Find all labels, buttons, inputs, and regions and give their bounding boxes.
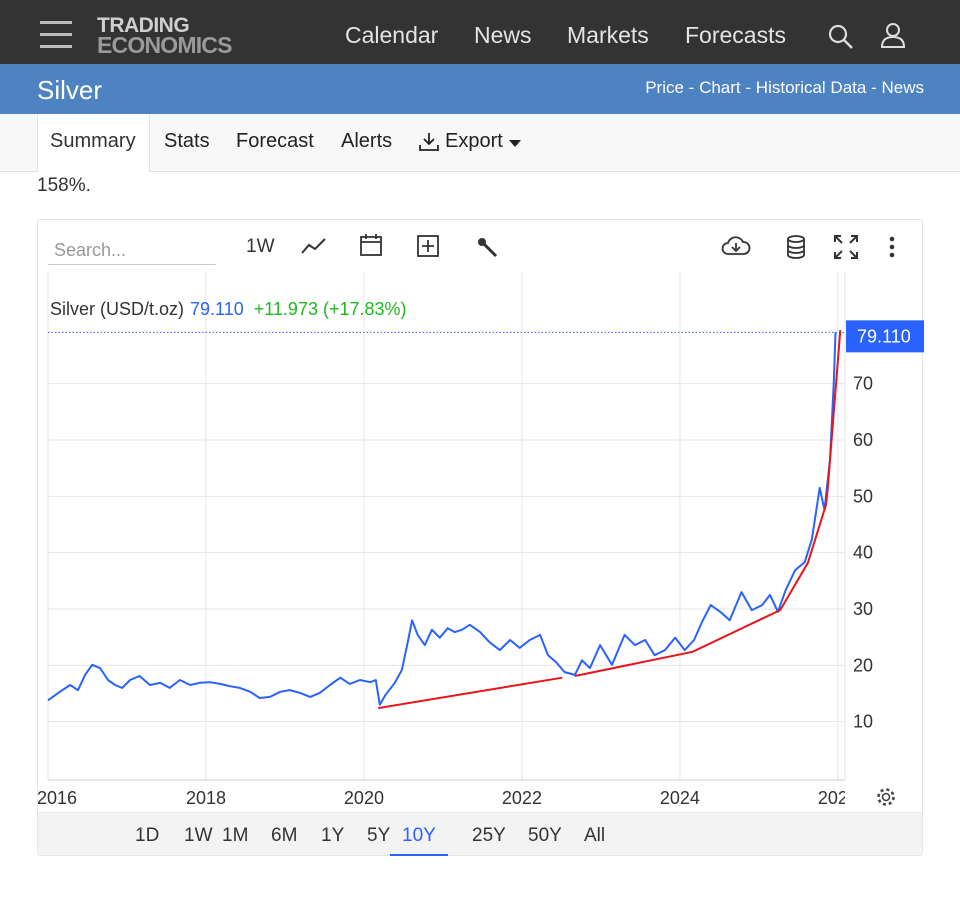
tab[interactable]: Summary xyxy=(50,130,136,152)
separator: - xyxy=(745,78,752,97)
banner-links: Price - Chart - Historical Data - News xyxy=(645,78,924,98)
page-title: Silver xyxy=(37,75,103,105)
nav-link[interactable]: Calendar xyxy=(345,22,439,48)
chart-settings-icon[interactable] xyxy=(875,786,897,808)
range-button[interactable]: 5Y xyxy=(367,825,391,846)
calendar-icon[interactable] xyxy=(359,233,383,257)
logo-line2[interactable]: ECONOMICS xyxy=(97,32,232,58)
line-type-icon[interactable] xyxy=(300,235,328,257)
tab[interactable]: Stats xyxy=(164,130,210,152)
range-button[interactable]: 1D xyxy=(135,825,160,846)
banner-link[interactable]: Price xyxy=(645,78,684,97)
banner-link[interactable]: Historical Data xyxy=(755,78,867,97)
nav-link[interactable]: Markets xyxy=(567,22,649,48)
range-bar: 1D 1W 1M 6M 1Y 5Y 10Y 25Y 50Y All xyxy=(38,812,922,856)
tab[interactable]: Alerts xyxy=(341,130,393,152)
range-button[interactable]: 25Y xyxy=(472,825,506,846)
download-icon[interactable] xyxy=(721,234,751,258)
active-tab-bg xyxy=(37,114,150,172)
range-button[interactable]: 10Y xyxy=(390,825,448,856)
nav-link[interactable]: Forecasts xyxy=(685,22,786,48)
settings-wrench-icon[interactable] xyxy=(476,236,500,260)
nav-link[interactable]: News xyxy=(474,22,532,48)
fullscreen-icon[interactable] xyxy=(833,234,859,260)
user-icon[interactable] xyxy=(880,22,906,48)
top-bar: TRADING ECONOMICS Calendar News Markets … xyxy=(0,0,960,64)
banner-link[interactable]: News xyxy=(881,78,924,97)
range-button[interactable]: 1M xyxy=(222,825,249,846)
caret[interactable] xyxy=(509,140,521,148)
logo-line1[interactable]: TRADING xyxy=(97,14,190,37)
chart-panel: Search... 1W 1D 1W 1M 6M 1Y 5Y 10Y 25Y 50Y All xyxy=(37,219,923,856)
separator: - xyxy=(871,78,877,97)
separator: - xyxy=(688,78,695,97)
interval-button[interactable]: 1W xyxy=(246,236,275,257)
search-input[interactable]: Search... xyxy=(48,235,216,265)
more-icon[interactable] xyxy=(888,236,896,260)
range-button[interactable]: 1Y xyxy=(321,825,345,846)
range-button[interactable]: 50Y xyxy=(528,825,562,846)
database-icon[interactable] xyxy=(785,234,807,260)
banner: Silver Price - Chart - Historical Data -… xyxy=(0,64,960,114)
add-indicator-icon[interactable] xyxy=(416,234,440,258)
range-button[interactable]: 6M xyxy=(271,825,298,846)
banner-link[interactable]: Chart xyxy=(699,78,741,97)
tabs-bar: Summary Stats Forecast Alerts Export xyxy=(0,114,960,172)
range-button[interactable]: All xyxy=(584,825,606,846)
menu-icon[interactable] xyxy=(40,20,72,48)
intro-text: 158%. xyxy=(37,175,91,196)
range-button[interactable]: 1W xyxy=(184,825,213,846)
tab[interactable]: Forecast xyxy=(236,130,314,152)
export-icon[interactable] xyxy=(418,131,440,153)
tab[interactable]: Export xyxy=(445,130,503,152)
search-icon[interactable] xyxy=(828,24,854,50)
